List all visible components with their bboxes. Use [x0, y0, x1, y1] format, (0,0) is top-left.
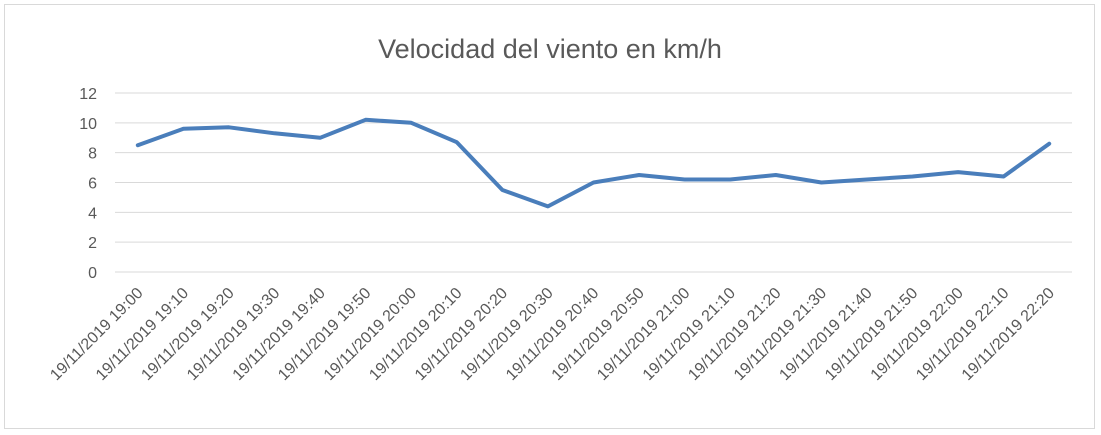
data-point: [500, 188, 504, 192]
data-point: [409, 121, 413, 125]
y-tick-label: 12: [79, 86, 97, 103]
data-point: [774, 173, 778, 177]
data-point: [273, 131, 276, 135]
data-point: [227, 125, 231, 129]
line-chart: Velocidad del viento en km/h 0 2 4 6 8 10 12 1…: [47, 34, 1072, 384]
y-tick-label: 2: [88, 235, 97, 252]
y-tick-label: 8: [88, 146, 97, 163]
data-point: [956, 170, 960, 174]
y-tick-label: 6: [88, 176, 97, 193]
data-point: [819, 181, 823, 184]
data-point: [683, 178, 687, 182]
y-tick-label: 0: [88, 265, 97, 282]
series-layer: [135, 117, 1052, 209]
data-point: [1047, 142, 1051, 146]
data-point: [364, 118, 368, 122]
data-point: [1002, 175, 1006, 179]
chart-frame: Velocidad del viento en km/h 0 2 4 6 8 10 12 1…: [4, 4, 1095, 429]
data-point: [728, 178, 732, 182]
y-tick-label: 4: [88, 205, 97, 222]
chart-title: Velocidad del viento en km/h: [378, 34, 722, 64]
data-point: [318, 136, 322, 140]
data-point: [592, 181, 595, 184]
data-point: [181, 127, 185, 131]
data-point: [455, 140, 459, 144]
data-point: [136, 143, 140, 147]
data-point: [546, 204, 550, 208]
data-point: [865, 178, 869, 182]
y-tick-label: 10: [79, 116, 97, 133]
y-axis-tick-labels: 0 2 4 6 8 10 12: [79, 86, 97, 282]
gridlines: [115, 92, 1072, 273]
data-point: [637, 173, 641, 177]
data-point: [911, 175, 914, 179]
